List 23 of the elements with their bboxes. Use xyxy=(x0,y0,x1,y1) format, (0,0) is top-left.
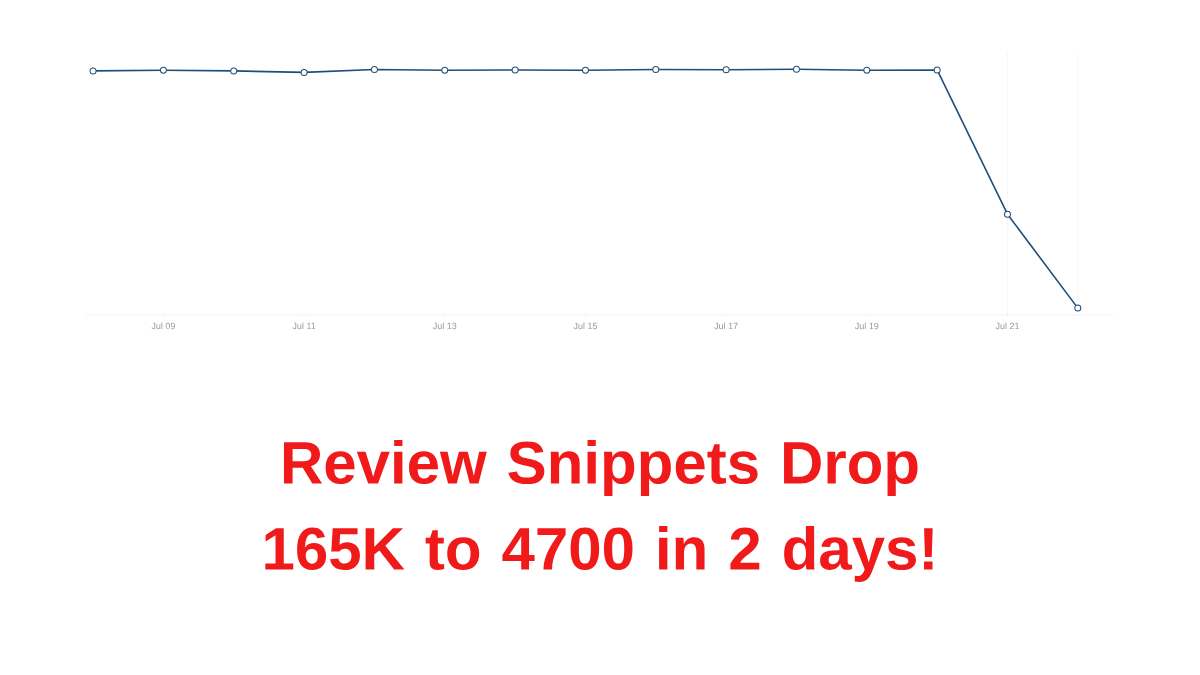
point xyxy=(1074,304,1082,312)
point xyxy=(581,66,589,74)
point xyxy=(1003,210,1011,218)
point xyxy=(370,65,378,73)
point xyxy=(511,66,519,74)
point xyxy=(230,67,238,75)
text: Review Snippets Drop 165K to 4700 in 2 days! xyxy=(265,440,933,582)
x-tick-label: Jul 15 xyxy=(573,322,598,330)
x-tick-label: Jul 17 xyxy=(714,322,738,330)
x-tick-label: Jul 11 xyxy=(292,322,316,330)
point xyxy=(652,65,660,73)
x-tick-label: Jul 09 xyxy=(151,322,175,330)
x-tick-label: Jul 13 xyxy=(432,322,457,330)
point xyxy=(792,65,800,73)
x-tick-label: Jul 19 xyxy=(854,322,879,330)
point xyxy=(722,66,730,74)
point xyxy=(89,67,97,75)
point xyxy=(159,66,167,74)
x-tick-label: Jul 21 xyxy=(995,322,1020,330)
point xyxy=(441,66,449,74)
point xyxy=(300,68,308,76)
point xyxy=(933,66,941,74)
point xyxy=(863,66,871,74)
